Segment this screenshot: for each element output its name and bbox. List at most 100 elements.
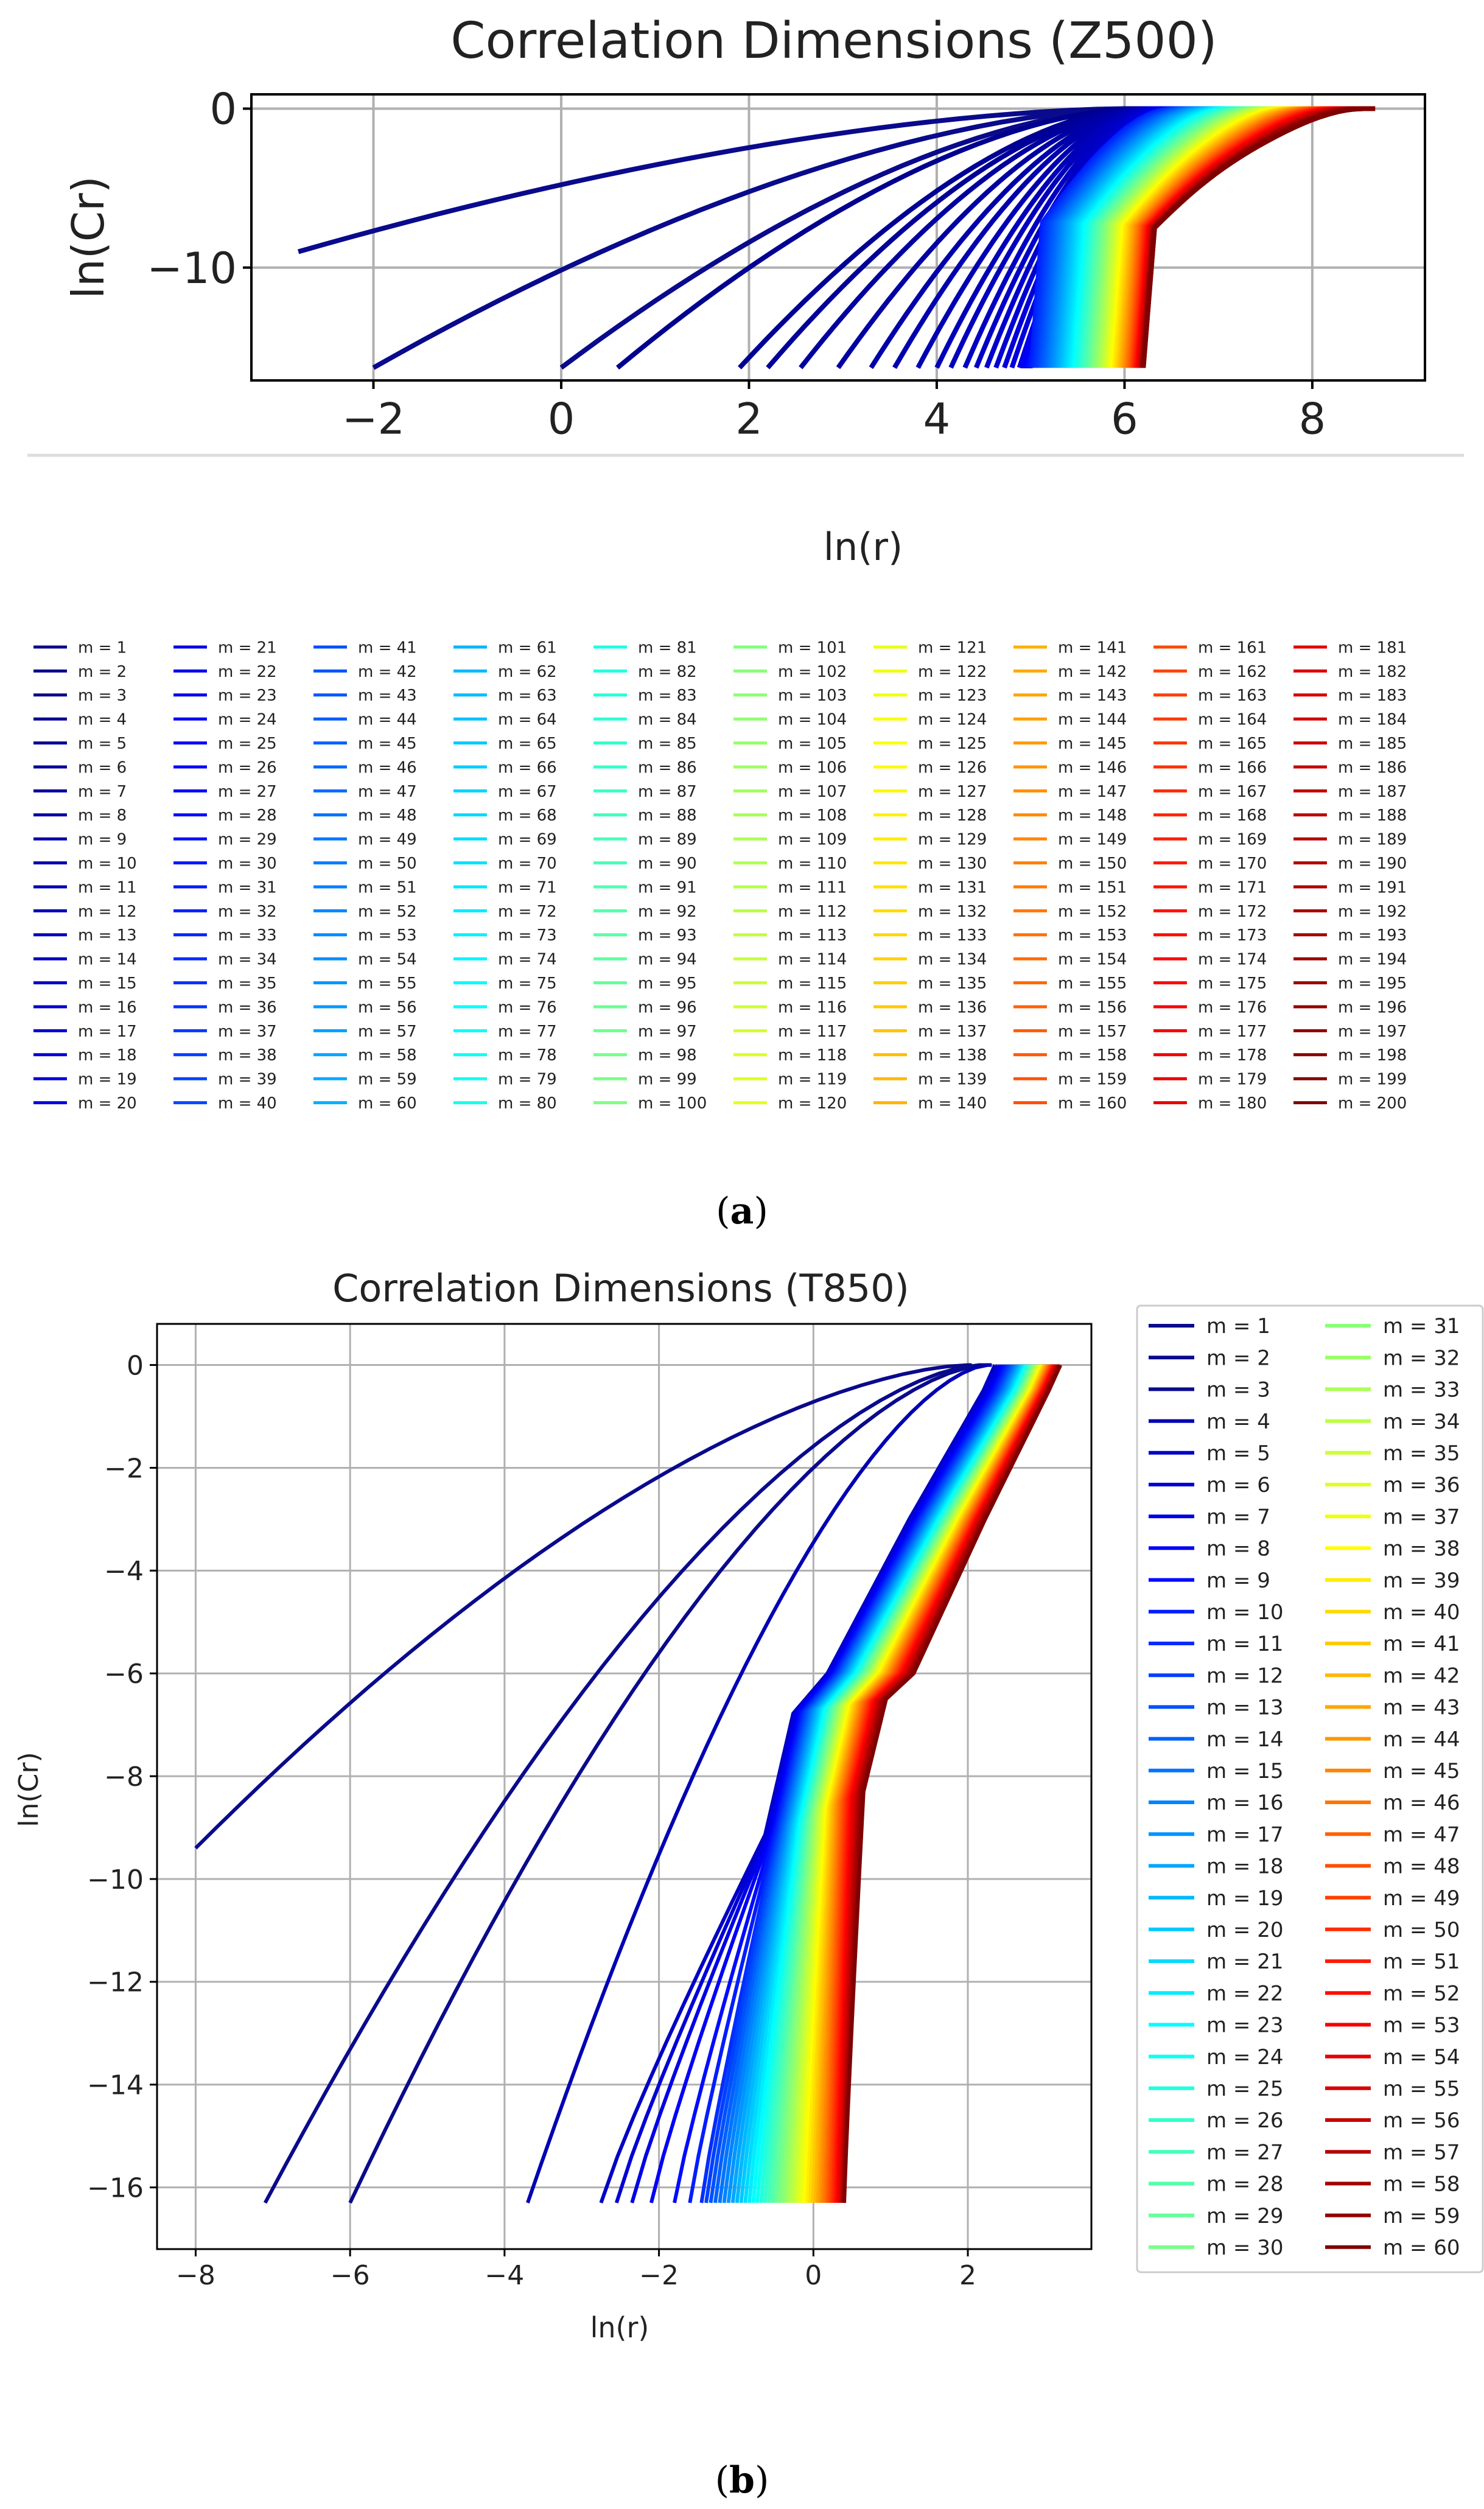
- z500-legend-label: m = 149: [1058, 831, 1127, 849]
- z500-legend-label: m = 105: [778, 735, 847, 753]
- t850-plot-frame: [156, 1323, 1093, 2250]
- z500-legend-label: m = 179: [1198, 1071, 1267, 1089]
- z500-legend-label: m = 13: [78, 926, 137, 945]
- t850-legend-label: m = 12: [1206, 1664, 1284, 1688]
- z500-legend-label: m = 34: [218, 951, 277, 969]
- z500-legend-label: m = 59: [358, 1071, 417, 1089]
- t850-legend-label: m = 35: [1383, 1441, 1460, 1466]
- z500-legend-label: m = 71: [498, 878, 557, 897]
- z500-legend-label: m = 49: [358, 831, 417, 849]
- z500-legend-label: m = 121: [918, 639, 987, 657]
- z500-legend-label: m = 150: [1058, 855, 1127, 873]
- z500-legend-label: m = 148: [1058, 807, 1127, 825]
- z500-series-m200: [1141, 106, 1376, 368]
- t850-legend-label: m = 22: [1206, 1981, 1284, 2006]
- z500-legend-label: m = 48: [358, 807, 417, 825]
- z500-legend-label: m = 174: [1198, 951, 1267, 969]
- z500-legend-label: m = 114: [778, 951, 847, 969]
- t850-ytick-label: −6: [104, 1659, 144, 1690]
- z500-legend-label: m = 110: [778, 855, 847, 873]
- t850-legend-label: m = 54: [1383, 2045, 1460, 2070]
- t850-legend-label: m = 3: [1206, 1378, 1270, 1402]
- z500-legend-label: m = 178: [1198, 1046, 1267, 1065]
- z500-legend-label: m = 7: [78, 783, 127, 801]
- z500-legend-label: m = 137: [918, 1023, 987, 1041]
- z500-legend-label: m = 168: [1198, 807, 1267, 825]
- z500-legend-label: m = 127: [918, 783, 987, 801]
- z500-legend-label: m = 18: [78, 1046, 137, 1065]
- z500-legend-label: m = 192: [1338, 903, 1407, 921]
- z500-legend-label: m = 79: [498, 1071, 557, 1089]
- z500-legend-label: m = 75: [498, 975, 557, 993]
- t850-legend-label: m = 56: [1383, 2108, 1460, 2133]
- z500-legend-label: m = 82: [638, 663, 697, 681]
- z500-legend-label: m = 186: [1338, 758, 1407, 777]
- z500-legend-label: m = 76: [498, 998, 557, 1017]
- t850-legend-label: m = 24: [1206, 2045, 1284, 2070]
- t850-legend-label: m = 19: [1206, 1886, 1284, 1911]
- t850-legend-label: m = 55: [1383, 2077, 1460, 2101]
- z500-legend-label: m = 58: [358, 1046, 417, 1065]
- z500-legend-label: m = 188: [1338, 807, 1407, 825]
- z500-legend-label: m = 154: [1058, 951, 1127, 969]
- z500-legend-label: m = 44: [358, 711, 417, 729]
- t850-legend-label: m = 49: [1383, 1886, 1460, 1911]
- t850-ticks: −8 −6 −4 −2 0 2 0 −2 −4 −6 −8 −10 −12 −14 −16: [87, 1350, 976, 2291]
- z500-legend-label: m = 157: [1058, 1023, 1127, 1041]
- z500-legend-label: m = 61: [498, 639, 557, 657]
- panel-a-caption: (a): [716, 1190, 768, 1233]
- z500-legend-label: m = 98: [638, 1046, 697, 1065]
- t850-legend-label: m = 37: [1383, 1505, 1460, 1529]
- t850-legend-label: m = 18: [1206, 1855, 1284, 1879]
- t850-legend-label: m = 29: [1206, 2204, 1284, 2228]
- z500-legend-label: m = 199: [1338, 1071, 1407, 1089]
- z500-legend-label: m = 177: [1198, 1023, 1267, 1041]
- t850-legend-label: m = 4: [1206, 1410, 1270, 1434]
- z500-legend-label: m = 56: [358, 998, 417, 1017]
- panel-b: Correlation Dimensions (T850) −8 −6 −4 −2 0 2…: [13, 1266, 1484, 2502]
- z500-legend-label: m = 169: [1198, 831, 1267, 849]
- z500-legend-label: m = 33: [218, 926, 277, 945]
- z500-legend-label: m = 14: [78, 951, 137, 969]
- t850-legend-label: m = 25: [1206, 2077, 1284, 2101]
- z500-legend-label: m = 191: [1338, 878, 1407, 897]
- z500-legend-label: m = 69: [498, 831, 557, 849]
- z500-legend-label: m = 51: [358, 878, 417, 897]
- z500-legend-label: m = 26: [218, 758, 277, 777]
- z500-legend-label: m = 167: [1198, 783, 1267, 801]
- t850-legend-label: m = 9: [1206, 1569, 1270, 1593]
- z500-legend-label: m = 101: [778, 639, 847, 657]
- t850-legend-label: m = 21: [1206, 1950, 1284, 1974]
- t850-legend-label: m = 5: [1206, 1441, 1270, 1466]
- z500-legend-label: m = 132: [918, 903, 987, 921]
- z500-legend-label: m = 55: [358, 975, 417, 993]
- z500-legend-label: m = 176: [1198, 998, 1267, 1017]
- z500-ylabel: ln(Cr): [63, 176, 114, 299]
- z500-legend-label: m = 140: [918, 1094, 987, 1113]
- z500-legend-label: m = 28: [218, 807, 277, 825]
- z500-legend-label: m = 62: [498, 663, 557, 681]
- z500-legend-label: m = 54: [358, 951, 417, 969]
- z500-legend-label: m = 144: [1058, 711, 1127, 729]
- z500-legend-label: m = 161: [1198, 639, 1267, 657]
- z500-legend-label: m = 52: [358, 903, 417, 921]
- t850-legend-label: m = 46: [1383, 1791, 1460, 1815]
- t850-legend-label: m = 28: [1206, 2172, 1284, 2197]
- z500-legend-label: m = 17: [78, 1023, 137, 1041]
- z500-legend-label: m = 42: [358, 663, 417, 681]
- z500-ytick-label: −10: [147, 243, 237, 293]
- z500-legend-label: m = 90: [638, 855, 697, 873]
- panel-b-caption: (b): [715, 2459, 769, 2502]
- z500-legend-label: m = 57: [358, 1023, 417, 1041]
- t850-legend-label: m = 23: [1206, 2014, 1284, 2038]
- z500-legend-label: m = 120: [778, 1094, 847, 1113]
- z500-legend-label: m = 60: [358, 1094, 417, 1113]
- t850-legend-label: m = 43: [1383, 1696, 1460, 1720]
- z500-legend-label: m = 92: [638, 903, 697, 921]
- t850-legend-label: m = 17: [1206, 1822, 1284, 1847]
- t850-legend-label: m = 48: [1383, 1855, 1460, 1879]
- z500-legend-label: m = 194: [1338, 951, 1407, 969]
- t850-ytick-label: −14: [87, 2070, 144, 2101]
- z500-legend-label: m = 103: [778, 687, 847, 705]
- z500-ticks: −2 0 2 4 6 8 0 −10: [147, 85, 1326, 444]
